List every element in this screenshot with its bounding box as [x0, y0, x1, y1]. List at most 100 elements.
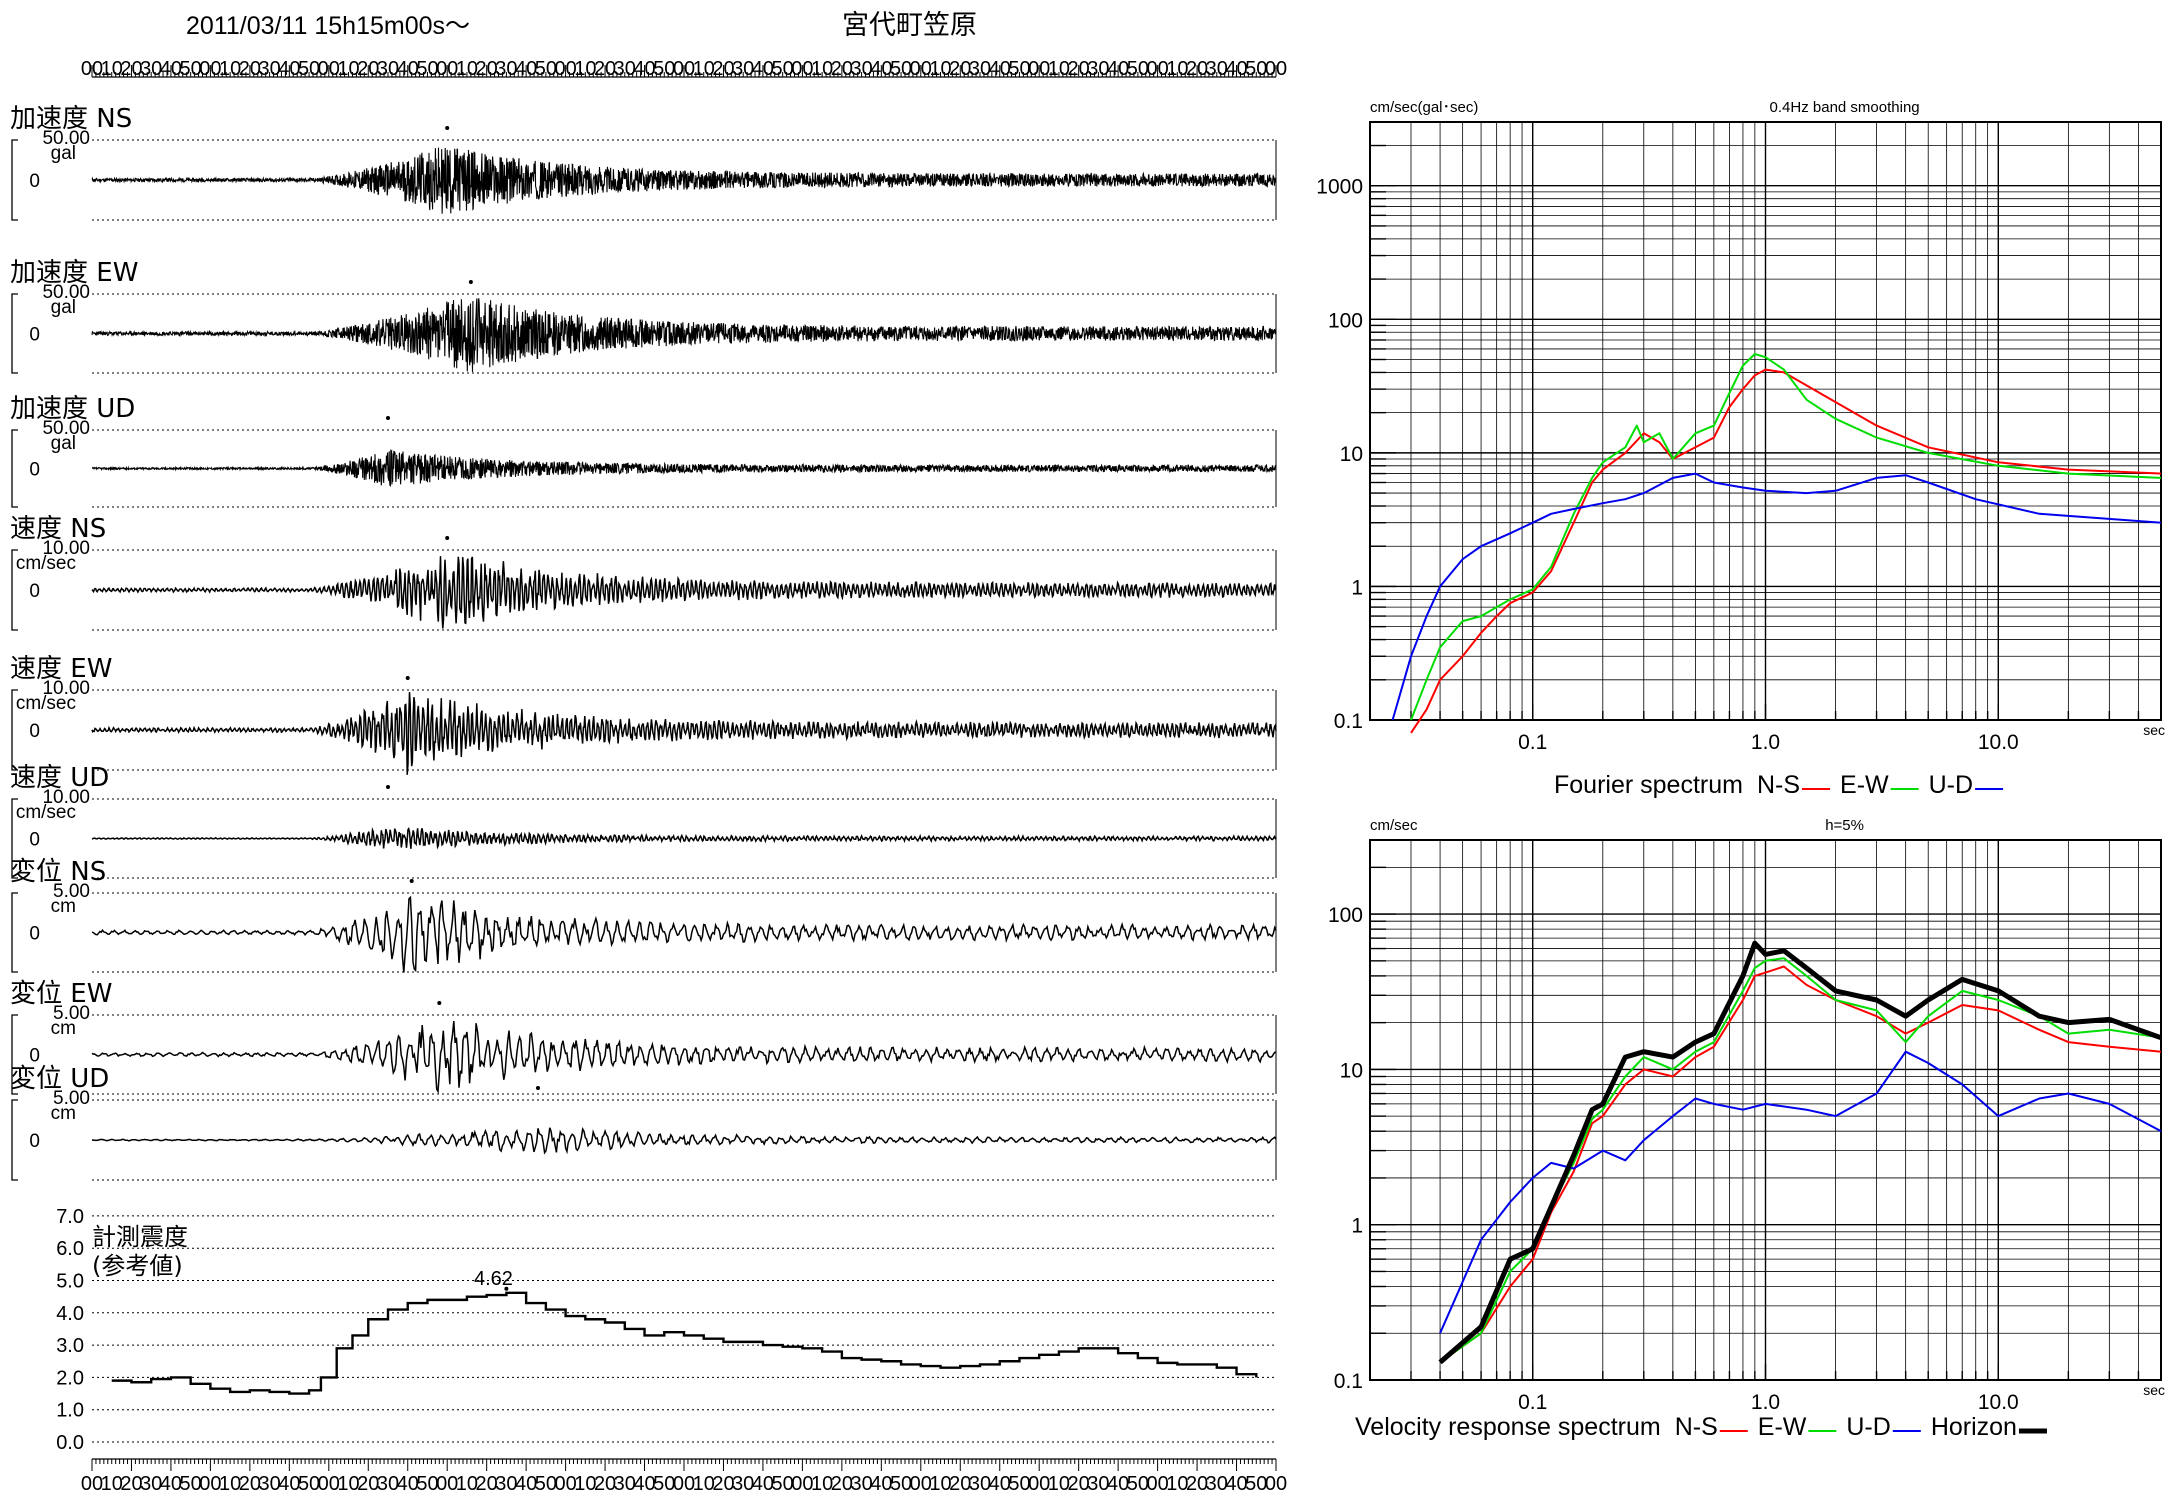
time-tick-label: 50 — [416, 1473, 438, 1495]
time-tick-label: 00 — [436, 1473, 458, 1495]
unit-label: cm — [51, 896, 76, 917]
series-line-n-s — [1410, 368, 2162, 734]
time-tick-label: 20 — [239, 1473, 261, 1495]
time-tick-label: 30 — [140, 1473, 162, 1495]
y-tick-label: 1 — [1351, 576, 1363, 599]
max-value-label: 10.00 — [42, 787, 90, 808]
time-tick-label: 00 — [554, 58, 576, 80]
legend-label: N-S — [1757, 771, 1800, 799]
waveform-trace — [91, 448, 1277, 487]
time-tick-label: 20 — [949, 1473, 971, 1495]
time-tick-label: 40 — [515, 1473, 537, 1495]
intensity-peak-label: 4.62 — [474, 1268, 513, 1290]
waveform-trace — [91, 147, 1277, 214]
y-axis-label: cm/sec — [1370, 817, 1418, 834]
unit-label: cm/sec — [16, 693, 76, 714]
zero-label: 0 — [29, 830, 40, 851]
time-tick-label: 10 — [337, 1473, 359, 1495]
time-tick-label: 30 — [1087, 1473, 1109, 1495]
waveform-trace — [91, 298, 1277, 373]
time-tick-label: 00 — [199, 1473, 221, 1495]
time-tick-label: 30 — [1087, 58, 1109, 80]
time-tick-label: 20 — [1186, 58, 1208, 80]
time-tick-label: 30 — [1206, 58, 1228, 80]
peak-marker — [468, 280, 473, 284]
intensity-label: 計測震度 — [92, 1223, 188, 1251]
time-tick-label: 40 — [160, 1473, 182, 1495]
peak-marker — [386, 416, 390, 420]
y-tick-label: 10 — [1340, 1059, 1363, 1082]
intensity-note: (参考値) — [92, 1252, 183, 1280]
time-tick-label: 00 — [318, 1473, 340, 1495]
legend-label: N-S — [1675, 1413, 1718, 1441]
y-tick-label: 0.1 — [1334, 710, 1363, 733]
time-tick-label: 30 — [850, 58, 872, 80]
legend-label: U-D — [1846, 1413, 1890, 1441]
time-tick-label: 50 — [535, 1473, 557, 1495]
plot-frame — [1369, 839, 2162, 1381]
zero-label: 0 — [29, 171, 40, 192]
time-tick-label: 10 — [1166, 58, 1188, 80]
time-tick-label: 20 — [594, 1473, 616, 1495]
fourier-spectrum-chart: 0.1 1 10 100 1000 0.1 1.0 10.0 sec cm/sec(gal･sec… — [1316, 99, 2165, 799]
time-tick-label: 50 — [653, 1473, 675, 1495]
y-axis-label: cm/sec(gal･sec) — [1370, 99, 1478, 116]
legend-caption: Fourier spectrum — [1554, 771, 1743, 799]
waveform-trace — [91, 1126, 1277, 1155]
channel-label: 変位 EW — [10, 979, 112, 1009]
time-tick-label: 40 — [515, 58, 537, 80]
max-value-label: 5.00 — [53, 1003, 90, 1024]
time-tick-label: 20 — [120, 58, 142, 80]
time-tick-label: 10 — [101, 1473, 123, 1495]
time-tick-label: 00 — [1265, 58, 1287, 80]
time-tick-label: 20 — [949, 58, 971, 80]
time-tick-label: 10 — [101, 58, 123, 80]
chart-legend: Fourier spectrum N-S E-W U-D — [1554, 771, 2004, 799]
chart-legend: Velocity response spectrum N-S E-W U-D Horiz… — [1355, 1413, 2047, 1441]
zero-label: 0 — [29, 1046, 40, 1067]
intensity-tick-label: 6.0 — [56, 1238, 84, 1260]
plot-frame — [1369, 121, 2162, 721]
time-tick-label: 30 — [1206, 1473, 1228, 1495]
time-tick-label: 10 — [574, 58, 596, 80]
waveform-trace — [91, 826, 1277, 850]
time-tick-label: 40 — [1107, 1473, 1129, 1495]
time-tick-label: 30 — [732, 1473, 754, 1495]
time-tick-label: 50 — [1127, 58, 1149, 80]
time-tick-label: 00 — [554, 1473, 576, 1495]
zero-label: 0 — [29, 581, 40, 602]
time-tick-label: 20 — [1068, 58, 1090, 80]
time-tick-label: 40 — [870, 58, 892, 80]
channel-label: 速度 UD — [10, 763, 109, 793]
time-tick-label: 10 — [456, 1473, 478, 1495]
time-tick-label: 10 — [693, 1473, 715, 1495]
time-tick-label: 50 — [890, 58, 912, 80]
time-tick-label: 20 — [357, 1473, 379, 1495]
time-tick-label: 40 — [1225, 1473, 1247, 1495]
max-value-label: 50.00 — [42, 128, 90, 149]
time-tick-label: 40 — [989, 1473, 1011, 1495]
zero-label: 0 — [29, 1131, 40, 1152]
time-tick-label: 30 — [495, 58, 517, 80]
time-tick-label: 10 — [219, 1473, 241, 1495]
time-tick-label: 30 — [495, 1473, 517, 1495]
time-tick-label: 00 — [1146, 1473, 1168, 1495]
scale-bracket — [11, 1014, 18, 1095]
time-tick-label: 10 — [1048, 1473, 1070, 1495]
scale-bracket — [11, 892, 18, 973]
y-tick-label: 100 — [1328, 904, 1363, 927]
time-tick-label: 00 — [81, 58, 103, 80]
time-tick-label: 10 — [811, 1473, 833, 1495]
record-datetime: 2011/03/11 15h15m00s～ — [186, 12, 470, 40]
time-tick-label: 50 — [180, 58, 202, 80]
time-tick-label: 40 — [278, 1473, 300, 1495]
time-tick-label: 50 — [180, 1473, 202, 1495]
time-tick-label: 20 — [120, 1473, 142, 1495]
time-tick-label: 20 — [831, 58, 853, 80]
time-tick-label: 30 — [258, 58, 280, 80]
legend-caption: Velocity response spectrum — [1355, 1413, 1661, 1441]
